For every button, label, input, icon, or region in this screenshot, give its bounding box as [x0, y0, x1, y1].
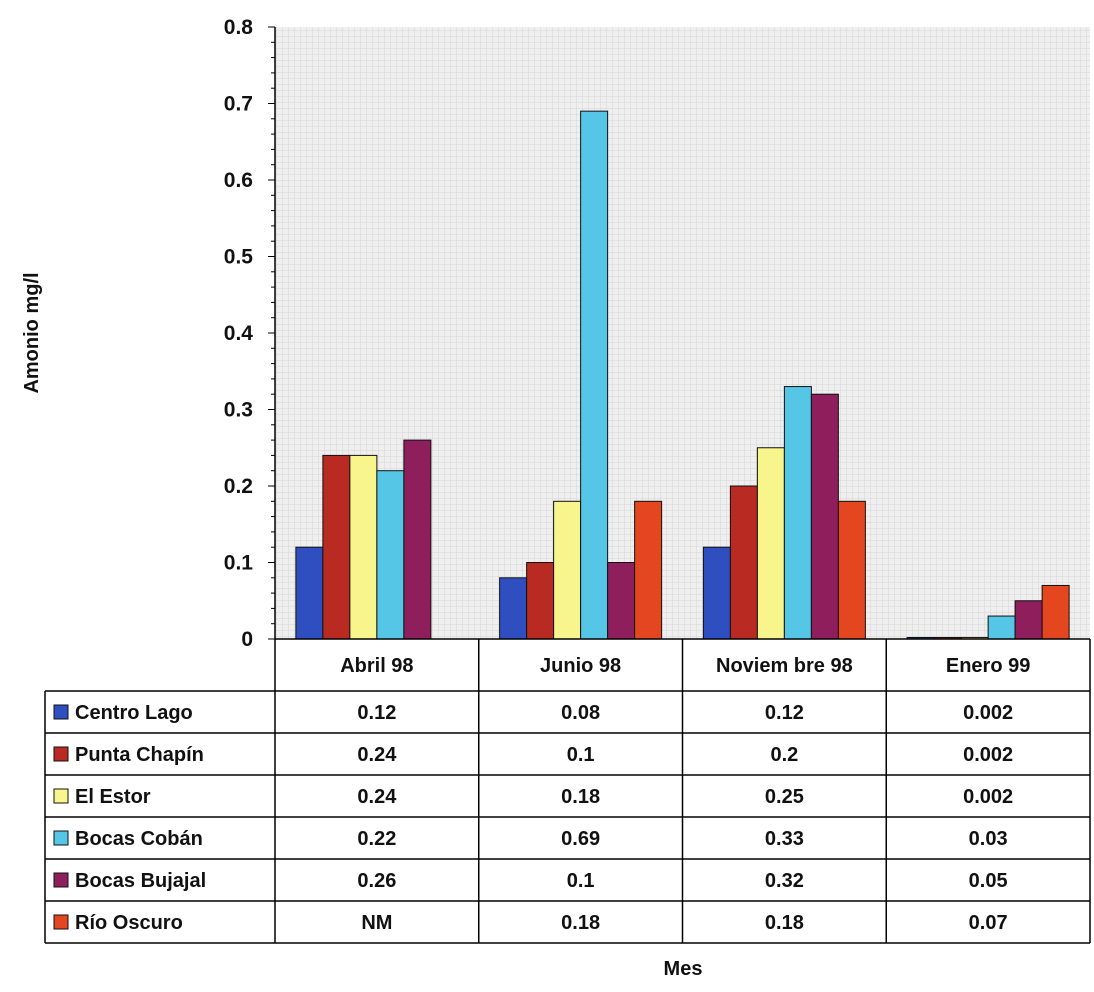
bar [987, 615, 1016, 640]
y-tick-label: 0.4 [224, 322, 254, 345]
legend-swatch [53, 704, 69, 720]
bar [295, 546, 324, 640]
table-cell: 0.12 [765, 702, 804, 724]
bar [580, 110, 609, 640]
table-cell: 0.1 [567, 744, 595, 766]
bar [376, 470, 405, 640]
table-cell: 0.002 [963, 786, 1013, 808]
bar [837, 500, 866, 640]
legend-label: Punta Chapín [75, 744, 204, 766]
table-cell: 0.08 [561, 702, 600, 724]
table-cell: 0.25 [765, 786, 804, 808]
legend-label: Bocas Cobán [75, 828, 203, 850]
y-tick-label: 0.1 [224, 552, 254, 575]
category-label: Enero 99 [946, 655, 1030, 677]
legend-swatch [53, 872, 69, 888]
bar [702, 546, 731, 640]
y-axis-title: Amonio mg/l [21, 272, 43, 393]
table-cell: 0.24 [357, 786, 397, 808]
y-tick-label: 0.7 [224, 93, 253, 116]
bar [403, 439, 432, 640]
y-tick-label: 0.5 [224, 246, 254, 269]
table-cell: 0.002 [963, 702, 1013, 724]
table-cell: 0.33 [765, 828, 804, 850]
bar [322, 454, 351, 640]
legend-swatch [53, 914, 69, 930]
table-cell: 0.12 [357, 702, 396, 724]
data-table: Abril 98 Junio 98 Noviem bre 98 Enero 99 Cen… [44, 638, 1091, 944]
y-tick-label: 0.6 [224, 169, 253, 192]
bar-group [295, 110, 1070, 640]
bar [607, 562, 636, 640]
legend-label: Bocas Bujajal [75, 870, 206, 892]
table-cell: 0.07 [969, 912, 1008, 934]
table-cell: 0.1 [567, 870, 595, 892]
y-axis: 0 0.1 0.2 0.3 0.4 0.5 0.6 0.7 0.8 [224, 16, 276, 651]
table-cell: 0.24 [357, 744, 397, 766]
category-label: Abril 98 [340, 655, 413, 677]
bar [729, 485, 758, 640]
legend-swatch [53, 746, 69, 762]
y-tick-label: 0.3 [224, 399, 253, 422]
legend-swatch [53, 830, 69, 846]
bar [783, 386, 812, 640]
bar [810, 393, 839, 640]
table-cell: 0.18 [561, 786, 600, 808]
legend-label: Río Oscuro [75, 912, 183, 934]
bar [1014, 600, 1043, 640]
table-cell: NM [361, 912, 392, 934]
table-cell: 0.22 [357, 828, 396, 850]
table-cell: 0.18 [561, 912, 600, 934]
category-label: Noviem bre 98 [716, 655, 853, 677]
table-cell: 0.18 [765, 912, 804, 934]
x-axis-title: Mes [664, 958, 703, 980]
bar [756, 447, 785, 640]
table-cell: 0.32 [765, 870, 804, 892]
table-cell: 0.03 [969, 828, 1008, 850]
y-tick-label: 0 [241, 628, 253, 651]
bar [1041, 584, 1070, 640]
table-cell: 0.002 [963, 744, 1013, 766]
legend-label: Centro Lago [75, 702, 193, 724]
table-cell: 0.69 [561, 828, 600, 850]
table-cell: 0.2 [770, 744, 798, 766]
bar [526, 562, 555, 640]
category-label: Junio 98 [540, 655, 621, 677]
table-cell: 0.26 [357, 870, 396, 892]
bar [634, 500, 663, 640]
legend-swatch [53, 788, 69, 804]
legend-label: El Estor [75, 786, 151, 808]
bar [499, 577, 528, 640]
table-cell: 0.05 [969, 870, 1008, 892]
y-tick-label: 0.8 [224, 16, 254, 39]
bar [349, 454, 378, 640]
bar [553, 500, 582, 640]
y-tick-label: 0.2 [224, 475, 253, 498]
